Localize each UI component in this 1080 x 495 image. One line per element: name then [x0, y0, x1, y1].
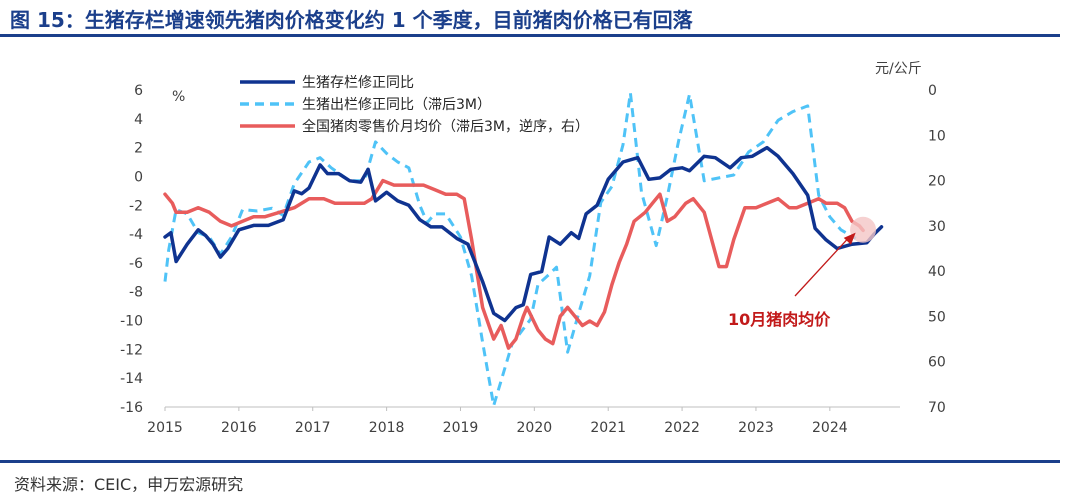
x-tick-label: 2023	[738, 420, 774, 436]
left-tick-label: -14	[120, 371, 143, 387]
right-tick-label: 50	[928, 309, 946, 325]
left-tick-label: 4	[134, 112, 143, 128]
legend-label-1: 生猪出栏修正同比（滞后3M）	[302, 97, 491, 113]
right-tick-label: 60	[928, 355, 946, 371]
right-tick-label: 70	[928, 400, 946, 416]
left-tick-label: 0	[134, 169, 143, 185]
left-tick-label: -8	[129, 285, 143, 301]
annotation-layer: 10月猪肉均价	[728, 216, 877, 329]
left-axis-unit: %	[172, 89, 185, 105]
legend-label-2: 全国猪肉零售价月均价（滞后3M，逆序，右）	[302, 118, 589, 135]
chart-canvas: 6420-2-4-6-8-10-12-14-160102030405060702…	[120, 61, 946, 436]
right-tick-label: 0	[928, 83, 937, 99]
left-tick-label: -10	[120, 314, 143, 330]
annotation-arrow-head	[843, 232, 856, 245]
left-tick-label: -2	[129, 198, 143, 214]
latest-point-highlight	[850, 216, 877, 243]
left-tick-label: -16	[120, 400, 143, 416]
right-axis-unit: 元/公斤	[875, 61, 922, 77]
x-tick-label: 2022	[664, 420, 700, 436]
left-tick-label: 2	[134, 141, 143, 157]
x-tick-label: 2024	[812, 420, 848, 436]
right-tick-label: 30	[928, 219, 946, 235]
source-note: 资料来源：CEIC，申万宏源研究	[14, 475, 244, 494]
x-tick-label: 2018	[369, 420, 405, 436]
right-tick-label: 10	[928, 128, 946, 144]
series-line-1	[163, 91, 857, 408]
annotation-label: 10月猪肉均价	[728, 310, 831, 329]
left-tick-label: 6	[134, 83, 143, 99]
figure-title: 图 15：生猪存栏增速领先猪肉价格变化约 1 个季度，目前猪肉价格已有回落	[10, 8, 693, 32]
series-line-2	[163, 178, 865, 350]
series-layer	[163, 91, 884, 408]
annotation-arrow-line	[794, 236, 851, 297]
x-tick-label: 2019	[443, 420, 479, 436]
x-tick-label: 2021	[590, 420, 626, 436]
axes: 6420-2-4-6-8-10-12-14-160102030405060702…	[120, 61, 946, 436]
left-tick-label: -4	[129, 227, 143, 243]
x-tick-label: 2015	[147, 420, 183, 436]
series-line-0	[163, 145, 884, 323]
right-tick-label: 40	[928, 264, 946, 280]
left-tick-label: -12	[120, 342, 143, 358]
left-tick-label: -6	[129, 256, 143, 272]
x-tick-label: 2016	[221, 420, 257, 436]
right-tick-label: 20	[928, 174, 946, 190]
x-tick-label: 2020	[517, 420, 553, 436]
title-divider	[0, 34, 1060, 37]
x-tick-label: 2017	[295, 420, 331, 436]
legend-label-0: 生猪存栏修正同比	[302, 75, 414, 91]
footer-divider	[0, 460, 1060, 463]
